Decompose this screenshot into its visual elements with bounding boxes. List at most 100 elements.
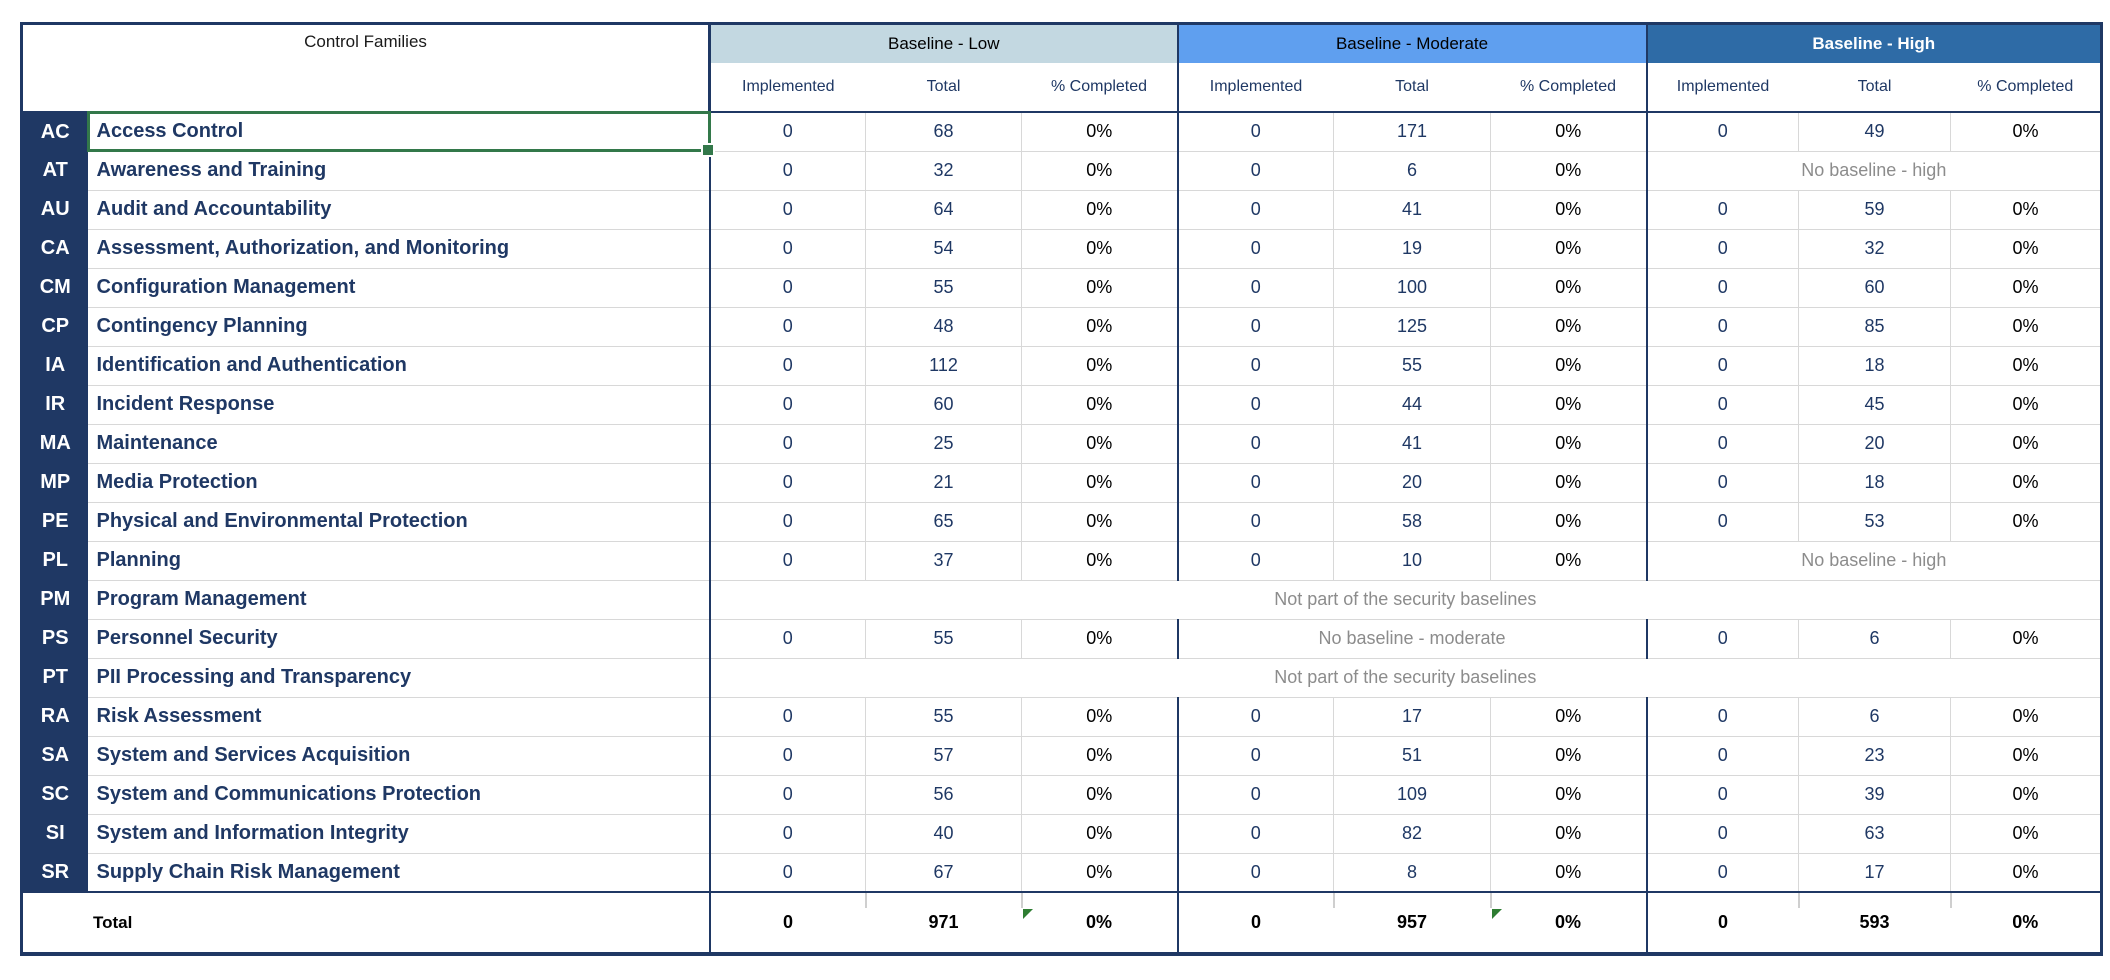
subheader-total[interactable]: Total: [1333, 63, 1491, 113]
family-name-cell[interactable]: Personnel Security: [87, 618, 711, 658]
value-cell[interactable]: 58: [1333, 501, 1491, 541]
value-cell[interactable]: 82: [1333, 813, 1491, 853]
family-code-cell[interactable]: PM: [21, 580, 88, 619]
family-name-cell[interactable]: Program Management: [87, 579, 711, 619]
value-cell[interactable]: 0%: [1490, 462, 1647, 502]
value-cell[interactable]: 0: [1645, 462, 1799, 502]
value-cell[interactable]: 0%: [1490, 852, 1647, 892]
value-cell[interactable]: 39: [1798, 774, 1951, 814]
value-cell[interactable]: 0%: [1950, 345, 2102, 385]
value-cell[interactable]: 0%: [1020, 501, 1178, 541]
value-cell[interactable]: 0%: [1950, 267, 2102, 307]
value-cell[interactable]: 18: [1798, 462, 1951, 502]
baseline-low-header[interactable]: Baseline - Low: [708, 23, 1178, 63]
value-cell[interactable]: 0%: [1020, 813, 1178, 853]
family-code-cell[interactable]: RA: [21, 697, 88, 736]
value-cell[interactable]: 0%: [1950, 112, 2102, 151]
value-cell[interactable]: 44: [1333, 384, 1491, 424]
value-cell[interactable]: 0: [708, 150, 866, 190]
value-cell[interactable]: 0: [1645, 112, 1799, 151]
value-cell[interactable]: 0%: [1020, 150, 1178, 190]
value-cell[interactable]: 0: [1645, 423, 1799, 463]
subheader-implemented[interactable]: Implemented: [1645, 63, 1799, 113]
value-cell[interactable]: 0%: [1950, 618, 2102, 658]
subheader-implemented[interactable]: Implemented: [1176, 63, 1334, 113]
value-cell[interactable]: 0: [1645, 384, 1799, 424]
value-cell[interactable]: 0: [1176, 462, 1334, 502]
value-cell[interactable]: 48: [865, 306, 1022, 346]
value-cell[interactable]: 0%: [1020, 228, 1178, 268]
value-cell[interactable]: 0: [1176, 423, 1334, 463]
value-cell[interactable]: 55: [865, 267, 1022, 307]
family-name-cell[interactable]: Incident Response: [87, 384, 711, 424]
family-code-cell[interactable]: SI: [21, 814, 88, 853]
value-cell[interactable]: 0%: [1950, 462, 2102, 502]
family-code-cell[interactable]: MP: [21, 463, 88, 502]
total-value-cell[interactable]: 971: [864, 891, 1022, 954]
value-cell[interactable]: 0: [708, 852, 866, 892]
value-cell[interactable]: 109: [1333, 774, 1491, 814]
family-name-cell[interactable]: Planning: [87, 540, 711, 580]
value-cell[interactable]: 0: [1176, 189, 1334, 229]
family-code-cell[interactable]: CP: [21, 307, 88, 346]
value-cell[interactable]: 60: [1798, 267, 1951, 307]
value-cell[interactable]: 0%: [1020, 345, 1178, 385]
value-cell[interactable]: 0%: [1490, 267, 1647, 307]
subheader-total[interactable]: Total: [1798, 63, 1951, 113]
merged-note-cell[interactable]: No baseline - moderate: [1176, 618, 1647, 658]
value-cell[interactable]: 0%: [1950, 228, 2102, 268]
value-cell[interactable]: 0: [1176, 345, 1334, 385]
value-cell[interactable]: 20: [1798, 423, 1951, 463]
value-cell[interactable]: 0: [1176, 384, 1334, 424]
total-value-cell[interactable]: 957: [1332, 891, 1491, 954]
value-cell[interactable]: 85: [1798, 306, 1951, 346]
merged-note-cell[interactable]: No baseline - high: [1645, 150, 2102, 190]
value-cell[interactable]: 0%: [1490, 696, 1647, 736]
family-code-cell[interactable]: IA: [21, 346, 88, 385]
value-cell[interactable]: 8: [1333, 852, 1491, 892]
family-code-cell[interactable]: CM: [21, 268, 88, 307]
total-value-cell[interactable]: 0%: [1020, 891, 1178, 954]
family-name-cell[interactable]: Assessment, Authorization, and Monitorin…: [87, 228, 711, 268]
value-cell[interactable]: 63: [1798, 813, 1951, 853]
family-code-cell[interactable]: PS: [21, 619, 88, 658]
value-cell[interactable]: 0: [1176, 267, 1334, 307]
value-cell[interactable]: 0: [1645, 345, 1799, 385]
value-cell[interactable]: 0: [708, 540, 866, 580]
family-code-cell[interactable]: AT: [21, 151, 88, 190]
value-cell[interactable]: 0: [1176, 813, 1334, 853]
value-cell[interactable]: 0%: [1490, 735, 1647, 775]
value-cell[interactable]: 0%: [1020, 852, 1178, 892]
value-cell[interactable]: 41: [1333, 189, 1491, 229]
value-cell[interactable]: 19: [1333, 228, 1491, 268]
value-cell[interactable]: 0: [708, 267, 866, 307]
family-code-cell[interactable]: IR: [21, 385, 88, 424]
value-cell[interactable]: 0%: [1490, 306, 1647, 346]
value-cell[interactable]: 0%: [1020, 384, 1178, 424]
value-cell[interactable]: 53: [1798, 501, 1951, 541]
value-cell[interactable]: 0: [1645, 696, 1799, 736]
value-cell[interactable]: 0%: [1020, 267, 1178, 307]
value-cell[interactable]: 0%: [1020, 540, 1178, 580]
value-cell[interactable]: 51: [1333, 735, 1491, 775]
family-name-cell[interactable]: Awareness and Training: [87, 150, 711, 190]
total-value-cell[interactable]: 0%: [1949, 891, 2102, 954]
family-name-cell[interactable]: Audit and Accountability: [87, 189, 711, 229]
value-cell[interactable]: 49: [1798, 112, 1951, 151]
family-name-cell[interactable]: Risk Assessment: [87, 696, 711, 736]
value-cell[interactable]: 0%: [1490, 345, 1647, 385]
value-cell[interactable]: 0%: [1950, 423, 2102, 463]
value-cell[interactable]: 55: [865, 618, 1022, 658]
value-cell[interactable]: 60: [865, 384, 1022, 424]
value-cell[interactable]: 0: [708, 696, 866, 736]
selected-cell[interactable]: Access Control: [86, 110, 715, 157]
family-name-cell[interactable]: Configuration Management: [87, 267, 711, 307]
family-code-cell[interactable]: AC: [21, 112, 88, 151]
value-cell[interactable]: 0%: [1490, 228, 1647, 268]
baseline-moderate-header[interactable]: Baseline - Moderate: [1176, 23, 1647, 63]
value-cell[interactable]: 0%: [1490, 813, 1647, 853]
value-cell[interactable]: 17: [1333, 696, 1491, 736]
family-code-cell[interactable]: PT: [21, 658, 88, 697]
merged-note-cell[interactable]: No baseline - high: [1645, 540, 2102, 580]
value-cell[interactable]: 0: [708, 189, 866, 229]
